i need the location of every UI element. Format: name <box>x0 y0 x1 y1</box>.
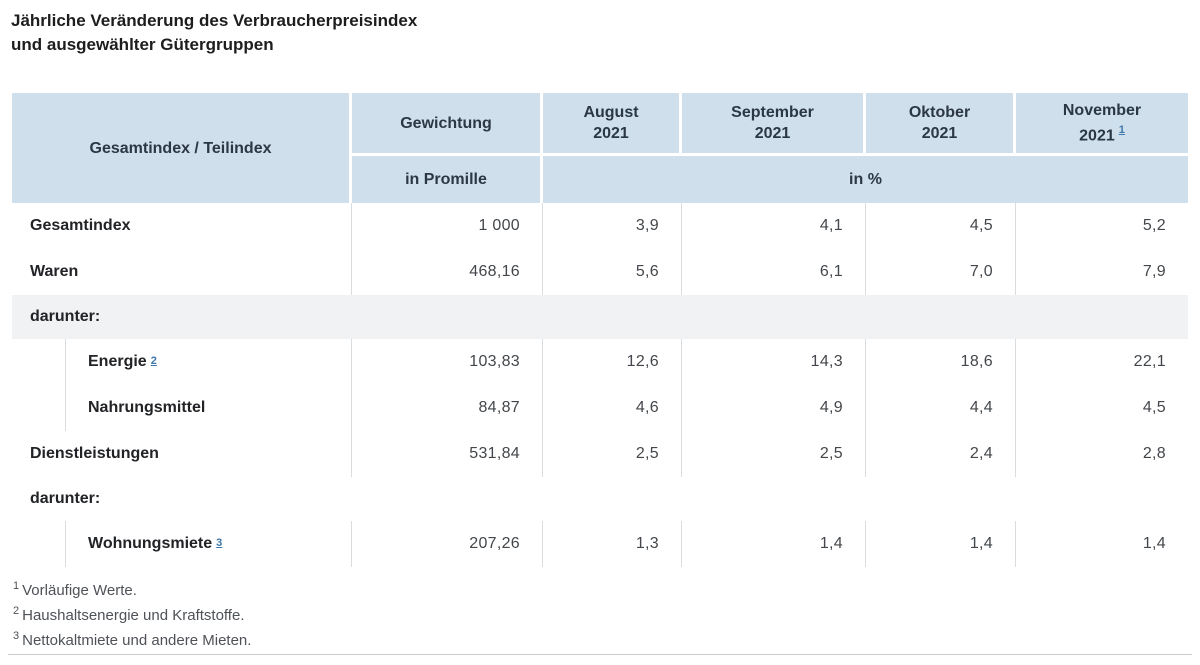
cell-september: 2,5 <box>682 431 866 477</box>
title-line-1: Jährliche Veränderung des Verbraucherpre… <box>11 11 418 30</box>
page-title: Jährliche Veränderung des Verbraucherpre… <box>0 0 1200 57</box>
table-header: Gesamtindex / Teilindex Gewichtung Augus… <box>12 93 1188 203</box>
cell-august: 3,9 <box>543 203 682 249</box>
footnote-1-link[interactable]: 1 <box>1118 123 1125 136</box>
table-row-gesamtindex: Gesamtindex 1 000 3,9 4,1 4,5 5,2 <box>12 203 1188 249</box>
cell-september: 14,3 <box>682 339 866 385</box>
bottom-divider <box>8 654 1192 655</box>
cell-november: 5,2 <box>1142 217 1166 234</box>
row-label: Gesamtindex <box>12 203 352 249</box>
footnotes: 1 Vorläufige Werte. 2 Haushaltsenergie und… <box>13 576 1200 651</box>
cell-oktober: 7,0 <box>866 249 1016 295</box>
header-month-november: November 2021 1 <box>1016 93 1188 156</box>
cell-september: 4,1 <box>682 203 866 249</box>
header-month-september: September 2021 <box>682 93 866 156</box>
cell-weight: 1 000 <box>352 203 543 249</box>
row-label-cell: Energie 2 <box>12 339 352 385</box>
cell-august: 4,6 <box>543 385 682 431</box>
cell-august: 12,6 <box>543 339 682 385</box>
row-label: Dienstleistungen <box>12 431 352 477</box>
table-row-dienstleistungen: Dienstleistungen 531,84 2,5 2,5 2,4 2,8 <box>12 431 1188 477</box>
cell-november: 7,9 <box>1142 263 1166 280</box>
cell-august: 5,6 <box>543 249 682 295</box>
row-label: Waren <box>12 249 352 295</box>
cell-weight: 531,84 <box>352 431 543 477</box>
footnote-2-link[interactable]: 2 <box>150 355 157 367</box>
header-month-august: August 2021 <box>543 93 682 156</box>
cell-november: 22,1 <box>1133 353 1166 370</box>
cell-weight: 84,87 <box>352 385 543 431</box>
cell-weight: 207,26 <box>352 521 543 567</box>
footnote-1: 1 Vorläufige Werte. <box>13 580 137 599</box>
cell-weight: 468,16 <box>352 249 543 295</box>
header-unit-promille: in Promille <box>352 156 543 203</box>
footnote-3-link[interactable]: 3 <box>216 537 223 549</box>
table-row-waren: Waren 468,16 5,6 6,1 7,0 7,9 <box>12 249 1188 295</box>
cpi-table: Gesamtindex / Teilindex Gewichtung Augus… <box>12 93 1188 567</box>
cell-november: 1,4 <box>1142 535 1166 552</box>
indent-guide: Wohnungsmiete 3 <box>65 521 222 567</box>
header-stub: Gesamtindex / Teilindex <box>12 93 352 203</box>
indent-guide: Nahrungsmittel <box>65 385 205 431</box>
header-month-oktober: Oktober 2021 <box>866 93 1016 156</box>
cell-oktober: 4,5 <box>866 203 1016 249</box>
cell-oktober: 4,4 <box>866 385 1016 431</box>
indent-guide: Energie 2 <box>65 339 157 385</box>
row-label-cell: Wohnungsmiete 3 <box>12 521 352 567</box>
cell-oktober: 2,4 <box>866 431 1016 477</box>
cell-august: 2,5 <box>543 431 682 477</box>
cell-oktober: 1,4 <box>866 521 1016 567</box>
cell-september: 6,1 <box>682 249 866 295</box>
cell-september: 1,4 <box>682 521 866 567</box>
title-line-2: und ausgewählter Gütergruppen <box>11 35 274 54</box>
footnote-3: 3 Nettokaltmiete und andere Mieten. <box>13 630 252 649</box>
cell-november: 2,8 <box>1142 445 1166 462</box>
table-row-wohnungsmiete: Wohnungsmiete 3 207,26 1,3 1,4 1,4 1,4 <box>12 521 1188 567</box>
table-row-energie: Energie 2 103,83 12,6 14,3 18,6 22,1 <box>12 339 1188 385</box>
cell-november: 4,5 <box>1142 399 1166 416</box>
header-weight: Gewichtung <box>352 93 543 156</box>
section-row-darunter-1: darunter: <box>12 295 1188 339</box>
cell-september: 4,9 <box>682 385 866 431</box>
row-label-cell: Nahrungsmittel <box>12 385 352 431</box>
section-row-darunter-2: darunter: <box>30 490 101 507</box>
table-row-nahrungsmittel: Nahrungsmittel 84,87 4,6 4,9 4,4 4,5 <box>12 385 1188 431</box>
cell-weight: 103,83 <box>352 339 543 385</box>
cell-august: 1,3 <box>543 521 682 567</box>
cell-oktober: 18,6 <box>866 339 1016 385</box>
footnote-2: 2 Haushaltsenergie und Kraftstoffe. <box>13 605 245 624</box>
header-unit-percent: in % <box>543 156 1188 203</box>
